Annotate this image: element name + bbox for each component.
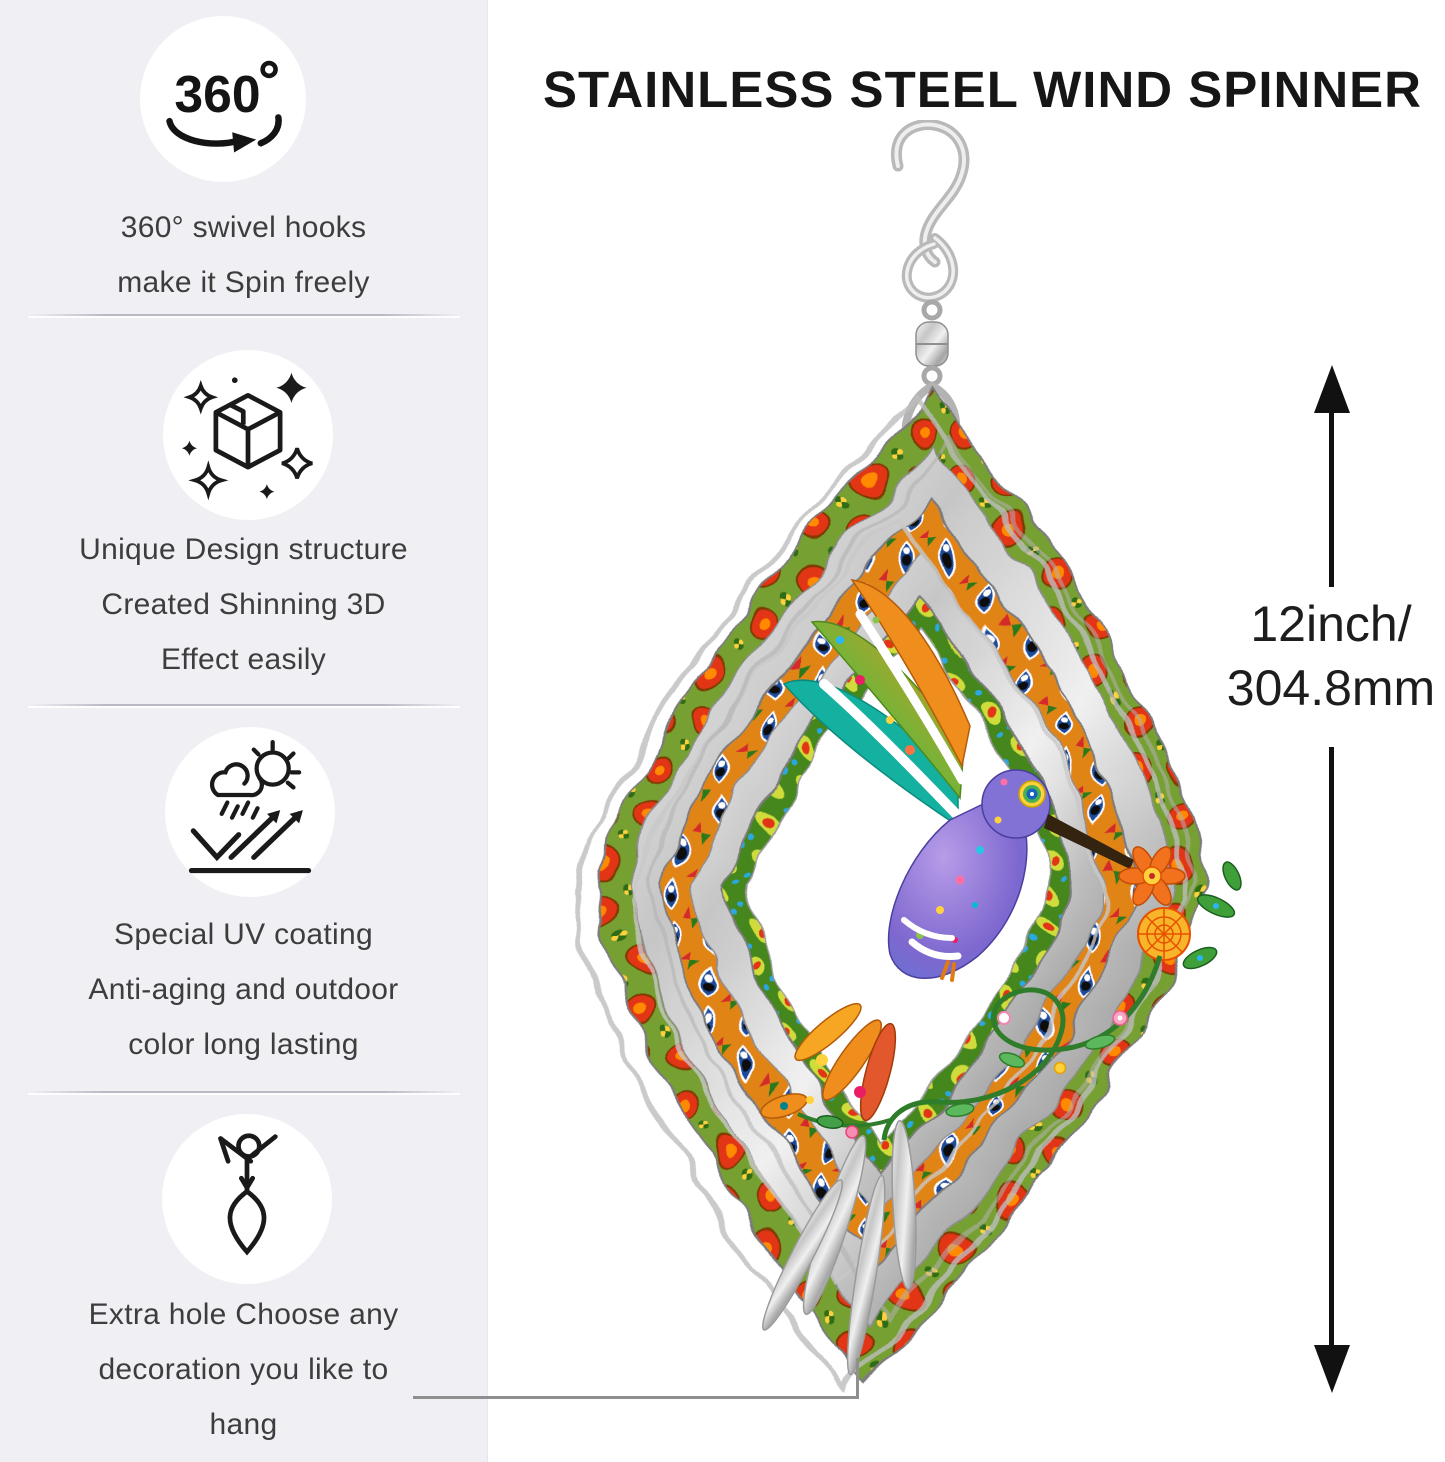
360-label: 360 (174, 65, 260, 123)
divider (28, 704, 460, 706)
hummingbird-illustration (760, 579, 1242, 1141)
degree-symbol (260, 60, 278, 79)
feature-line: color long lasting (128, 1028, 359, 1061)
page-title: STAINLESS STEEL WIND SPINNER (542, 61, 1423, 118)
feature-line: Special UV coating (114, 918, 373, 951)
dimension-mm: 304.8mm (1226, 660, 1436, 716)
dimension-arrow-shaft (1329, 747, 1334, 1345)
flower (1118, 846, 1186, 906)
feature-text-360: 360° swivel hooks make it Spin freely (0, 200, 487, 310)
uv-coating-icon (188, 739, 312, 874)
dimension-arrow-down (1313, 1345, 1350, 1393)
feature-badge (162, 1114, 332, 1284)
feature-line: hang (209, 1408, 278, 1441)
feature-badge: 360 (140, 16, 306, 182)
feature-line: Effect easily (160, 643, 327, 676)
feature-sidebar: 360 360° swivel hooks make it Spin freel… (0, 0, 488, 1462)
feature-line: Unique Design structure (79, 533, 408, 566)
feature-line: decoration you like to (98, 1353, 389, 1386)
bottom-silver-blades (761, 1119, 917, 1376)
feature-line: Anti-aging and outdoor (88, 973, 399, 1006)
product-image (560, 120, 1300, 1410)
feature-line: Extra hole Choose any (88, 1298, 399, 1331)
divider (28, 314, 460, 316)
extra-hole-leader-line (413, 1396, 859, 1399)
sparkle-box-icon (181, 372, 313, 501)
divider (28, 1091, 460, 1093)
feature-line: make it Spin freely (117, 266, 370, 299)
feature-text-design: Unique Design structure Created Shinning… (0, 522, 487, 687)
extra-hole-leader-line-vertical (856, 1358, 859, 1399)
vine (881, 955, 1163, 1141)
feature-text-extra-hole: Extra hole Choose any decoration you lik… (0, 1287, 487, 1452)
feature-badge (165, 727, 335, 897)
feature-text-uv: Special UV coating Anti-aging and outdoo… (0, 907, 487, 1072)
dimension-inches: 12inch/ (1250, 596, 1412, 652)
360-swivel-icon: 360 (166, 60, 282, 153)
berry (1137, 907, 1191, 961)
hanging-decoration-icon (218, 1133, 278, 1256)
feature-badge (163, 350, 333, 520)
dimension-arrow-up (1313, 365, 1350, 413)
dimension-arrow-shaft (1329, 411, 1334, 587)
dimension-label: 12inch/ 304.8mm (1217, 592, 1445, 720)
feature-line: Created Shinning 3D (101, 588, 386, 621)
feature-line: 360° swivel hooks (120, 211, 367, 244)
